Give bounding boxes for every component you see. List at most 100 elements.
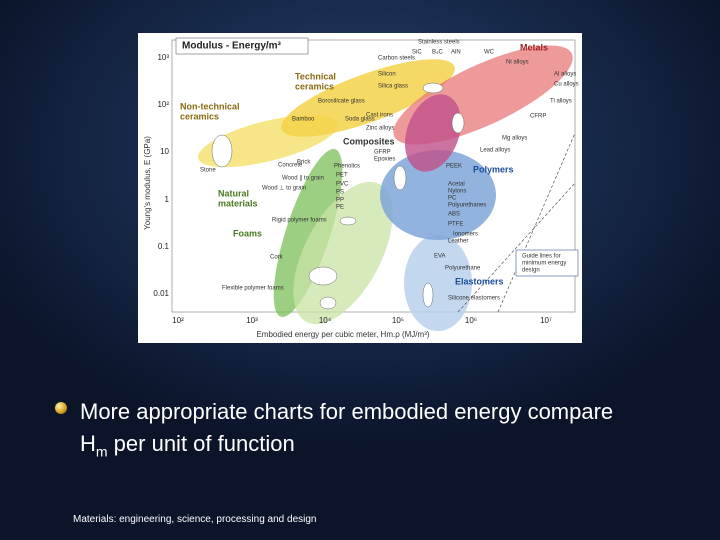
material-label: PP — [336, 198, 344, 204]
material-label: Epoxies — [374, 157, 395, 163]
bubble — [451, 112, 465, 134]
family-label: ceramics — [295, 81, 334, 91]
y-axis-label: Young's modulus, E (GPa) — [143, 136, 152, 230]
material-label: Ionomers — [453, 232, 478, 238]
material-label: Borosilicate glass — [318, 99, 365, 105]
material-label: AlN — [451, 50, 461, 56]
material-label: PTFE — [448, 222, 463, 228]
bubble — [308, 266, 338, 286]
material-label: Polyurethane — [445, 266, 481, 272]
material-label: ABS — [448, 212, 460, 218]
material-label: Leather — [448, 239, 468, 245]
guide-label: design — [522, 268, 540, 274]
material-label: Soda glass — [345, 117, 375, 123]
bubble — [339, 216, 357, 226]
material-label: CFRP — [530, 114, 546, 120]
bubble — [422, 82, 444, 94]
family-label: Foams — [233, 228, 262, 238]
material-label: GFRP — [374, 150, 391, 156]
foams-envelope — [293, 181, 393, 325]
material-label: Lead alloys — [480, 148, 510, 154]
material-label: Carbon steels — [378, 56, 415, 62]
family-label: Composites — [343, 136, 395, 146]
material-label: Polyurethanes — [448, 203, 486, 209]
tech-ceramics-envelope — [281, 59, 455, 137]
material-label: PC — [448, 196, 457, 202]
family-label: Metals — [520, 42, 548, 52]
x-tick-label: 10² — [172, 316, 184, 325]
material-label: Phenolics — [334, 164, 360, 170]
family-label: ceramics — [180, 111, 219, 121]
natural-envelope — [273, 149, 343, 317]
material-label: Nylons — [448, 189, 466, 195]
material-label: Brick — [297, 160, 311, 166]
elastomers-envelope — [404, 235, 472, 331]
material-label: Silicone elastomers — [448, 296, 500, 302]
material-label: Silica glass — [378, 84, 408, 90]
bubble — [319, 296, 337, 310]
y-tick-label: 0.01 — [153, 289, 169, 298]
x-tick-label: 10⁵ — [392, 316, 404, 325]
material-label: PVC — [336, 182, 349, 188]
material-label: Acetal — [448, 182, 465, 188]
bullet-text-part: per unit of function — [107, 431, 295, 456]
y-tick-label: 10 — [160, 147, 169, 156]
family-label: Natural — [218, 188, 249, 198]
guide-label: minimum energy — [522, 261, 566, 267]
composites-envelope — [404, 94, 462, 172]
family-label: Non-technical — [180, 101, 240, 111]
material-label: Wood ∥ to grain — [282, 175, 324, 182]
bubble — [422, 282, 434, 308]
material-label: EVA — [434, 254, 446, 260]
figure-title: Modulus - Energy/m³ — [182, 41, 282, 52]
y-tick-label: 10³ — [157, 53, 169, 62]
bullet-subscript: m — [95, 443, 108, 460]
guide-line — [497, 132, 576, 313]
material-label: B₄C — [432, 50, 443, 56]
guide-label: Guide lines for — [522, 254, 561, 260]
x-tick-label: 10⁷ — [540, 316, 552, 325]
title-box — [175, 37, 309, 55]
material-label: WC — [484, 50, 495, 56]
material-label: Bamboo — [292, 117, 315, 123]
material-label: PEEK — [446, 164, 462, 170]
material-label: Wood ⊥ to grain — [262, 185, 306, 192]
material-label: Concrete — [278, 163, 303, 169]
bullet-marker — [55, 402, 67, 414]
x-tick-label: 10⁴ — [319, 316, 332, 325]
material-label: PE — [336, 205, 344, 211]
x-tick-label: 10⁶ — [465, 316, 477, 325]
material-label: Silicon — [378, 72, 396, 78]
material-label: SiC — [412, 50, 422, 56]
material-label: Stainless steels — [418, 40, 460, 46]
y-tick-label: 10² — [157, 100, 169, 109]
material-label: PET — [336, 173, 348, 179]
material-label: Rigid polymer foams — [272, 218, 327, 224]
material-label: Ni alloys — [506, 60, 529, 66]
material-label: Cu alloys — [554, 82, 579, 88]
guide-line — [457, 182, 576, 313]
bullet-text-part: More appropriate charts for embodied ene… — [80, 399, 614, 456]
x-tick-label: 10³ — [246, 316, 258, 325]
ashby-chart: Guide lines for minimum energy design Mo… — [138, 33, 582, 343]
material-label: Cast irons — [366, 113, 393, 119]
material-label: Zinc alloys — [366, 126, 394, 132]
y-tick-label: 1 — [165, 195, 170, 204]
family-label: materials — [218, 198, 258, 208]
footer: Materials: engineering, science, process… — [73, 514, 317, 525]
material-label: Stone — [200, 168, 216, 174]
family-label: Technical — [295, 71, 336, 81]
material-label: Cork — [270, 255, 284, 261]
material-label: Mg alloys — [502, 136, 527, 142]
y-tick-label: 0.1 — [158, 242, 170, 251]
polymers-envelope — [380, 150, 496, 240]
bubble — [393, 165, 407, 191]
x-axis-label: Embodied energy per cubic meter, Hm.ρ (M… — [256, 330, 429, 339]
bullet-text: More appropriate charts for embodied ene… — [80, 396, 640, 467]
family-label: Elastomers — [455, 276, 504, 286]
guide-box — [515, 249, 579, 277]
material-label: Flexible polymer foams — [222, 286, 284, 292]
material-label: Al alloys — [554, 72, 576, 78]
material-label: PS — [336, 190, 344, 196]
